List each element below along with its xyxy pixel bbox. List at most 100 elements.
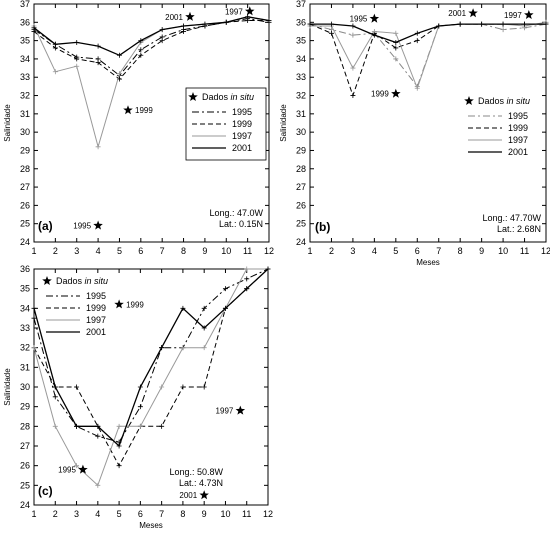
y-tick-label: 25 bbox=[20, 480, 30, 490]
data-point-2001 bbox=[414, 30, 420, 36]
y-tick-label: 27 bbox=[20, 441, 30, 451]
legend-entry: 1999 bbox=[232, 119, 252, 129]
data-point-1997 bbox=[180, 345, 186, 351]
data-point-2001 bbox=[137, 384, 143, 390]
y-axis-label: Salinidade bbox=[3, 368, 12, 406]
data-point-1999 bbox=[201, 384, 207, 390]
y-tick-label: 26 bbox=[20, 461, 30, 471]
x-tick-label: 10 bbox=[220, 509, 230, 519]
legend-entry: 1997 bbox=[86, 315, 106, 325]
x-tick-label: 2 bbox=[329, 246, 334, 256]
data-point-1997 bbox=[393, 30, 399, 36]
data-point-2001 bbox=[222, 305, 228, 311]
legend-entry: 1995 bbox=[86, 291, 106, 301]
data-point-1995 bbox=[137, 404, 143, 410]
legend-star-icon bbox=[188, 92, 198, 101]
y-tick-label: 37 bbox=[20, 0, 30, 9]
data-point-1999 bbox=[74, 56, 80, 62]
y-tick-label: 34 bbox=[20, 303, 30, 313]
data-point-1995 bbox=[52, 394, 58, 400]
data-point-2001 bbox=[74, 423, 80, 429]
y-tick-label: 25 bbox=[296, 219, 306, 229]
in-situ-label: 2001 bbox=[179, 491, 197, 500]
in-situ-label: 2001 bbox=[448, 9, 466, 18]
data-point-1997 bbox=[350, 65, 356, 71]
x-tick-label: 8 bbox=[458, 246, 463, 256]
in-situ-star-2001 bbox=[199, 490, 209, 500]
y-tick-label: 26 bbox=[296, 200, 306, 210]
y-tick-label: 36 bbox=[296, 17, 306, 27]
data-point-1999 bbox=[350, 93, 356, 99]
x-tick-label: 7 bbox=[160, 246, 165, 256]
data-point-1995 bbox=[350, 32, 356, 38]
data-point-1997 bbox=[244, 266, 250, 272]
x-tick-label: 4 bbox=[96, 246, 101, 256]
x-tick-label: 3 bbox=[74, 246, 79, 256]
x-tick-label: 4 bbox=[95, 509, 100, 519]
in-situ-label: 1999 bbox=[126, 300, 144, 309]
y-tick-label: 28 bbox=[296, 164, 306, 174]
series-line-2001 bbox=[33, 16, 270, 57]
series-line-1999 bbox=[33, 20, 269, 80]
x-tick-label: 6 bbox=[415, 246, 420, 256]
data-point-2001 bbox=[159, 345, 165, 351]
y-tick-label: 34 bbox=[20, 54, 30, 64]
data-point-1997 bbox=[201, 345, 207, 351]
y-tick-label: 33 bbox=[20, 323, 30, 333]
data-point-2001 bbox=[245, 14, 251, 20]
in-situ-label: 1999 bbox=[135, 106, 153, 115]
x-tick-label: 11 bbox=[520, 246, 529, 256]
in-situ-star-1997 bbox=[245, 6, 255, 16]
x-tick-label: 12 bbox=[264, 246, 274, 256]
legend-entry: 1999 bbox=[86, 303, 106, 313]
x-tick-label: 9 bbox=[202, 509, 207, 519]
legend: Dados in situ 1995 1999 1997 2001 bbox=[185, 87, 267, 161]
data-point-2001 bbox=[479, 21, 485, 27]
y-tick-label: 27 bbox=[296, 182, 306, 192]
data-point-1997 bbox=[52, 69, 58, 75]
legend-entry: 1995 bbox=[232, 107, 252, 117]
data-point-2001 bbox=[500, 21, 506, 27]
x-tick-label: 1 bbox=[31, 246, 36, 256]
in-situ-label: 1997 bbox=[216, 407, 234, 416]
data-point-1999 bbox=[414, 38, 420, 44]
data-point-1999 bbox=[116, 463, 122, 469]
x-tick-label: 3 bbox=[350, 246, 355, 256]
x-tick-label: 6 bbox=[138, 509, 143, 519]
x-tick-label: 11 bbox=[242, 509, 251, 519]
y-tick-label: 30 bbox=[20, 127, 30, 137]
data-point-1999 bbox=[159, 38, 165, 44]
x-tick-label: 9 bbox=[479, 246, 484, 256]
y-tick-label: 24 bbox=[20, 500, 30, 510]
data-point-2001 bbox=[543, 21, 549, 27]
in-situ-star-1995 bbox=[93, 220, 103, 230]
panel-label: (c) bbox=[38, 484, 53, 498]
legend-entry: 2001 bbox=[86, 327, 106, 337]
data-point-2001 bbox=[31, 25, 37, 31]
legend-entry: 2001 bbox=[232, 143, 252, 153]
data-point-1997 bbox=[137, 423, 143, 429]
panel-label: (b) bbox=[315, 220, 330, 234]
data-point-2001 bbox=[244, 286, 250, 292]
x-tick-label: 10 bbox=[498, 246, 508, 256]
data-point-1995 bbox=[201, 305, 207, 311]
data-point-2001 bbox=[116, 52, 122, 58]
y-tick-label: 30 bbox=[20, 382, 30, 392]
coordinate-annotation: Lat.: 2.68N bbox=[497, 224, 541, 234]
x-axis-label: Meses bbox=[416, 258, 440, 267]
y-tick-label: 27 bbox=[20, 182, 30, 192]
data-point-2001 bbox=[393, 39, 399, 45]
panel-label: (a) bbox=[38, 219, 53, 233]
x-tick-label: 4 bbox=[372, 246, 377, 256]
in-situ-star-2001 bbox=[185, 11, 195, 21]
in-situ-label: 1995 bbox=[58, 466, 76, 475]
data-point-2001 bbox=[223, 19, 229, 25]
legend-title: Dados in situ bbox=[478, 96, 530, 106]
data-point-2001 bbox=[95, 43, 101, 49]
x-tick-label: 9 bbox=[202, 246, 207, 256]
data-point-1997 bbox=[116, 71, 122, 77]
in-situ-star-1995 bbox=[369, 13, 380, 23]
